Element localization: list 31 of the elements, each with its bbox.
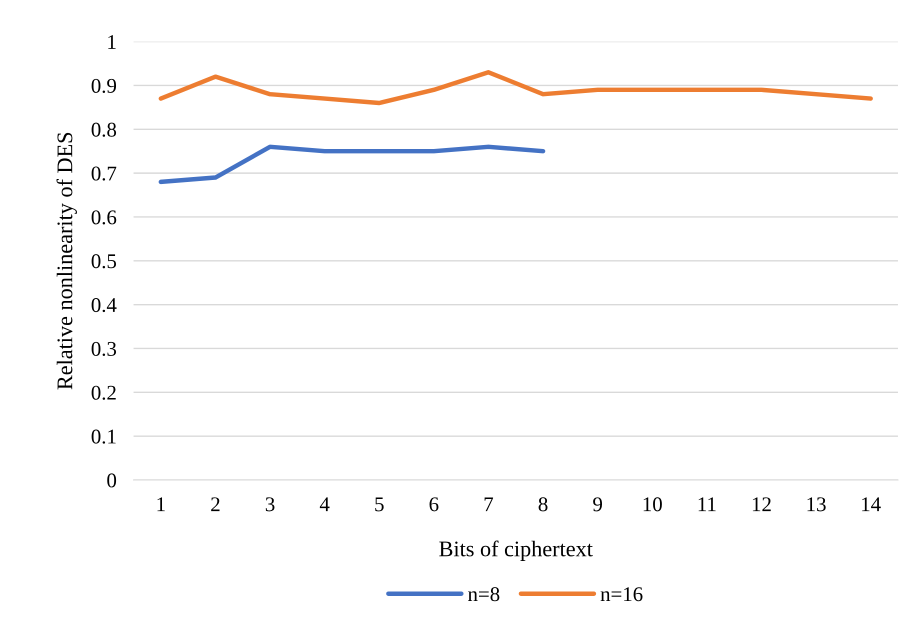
y-tick-label: 0.7	[92, 166, 116, 181]
y-tick-label: 0.5	[92, 254, 116, 268]
line-series	[158, 144, 546, 184]
y-tick-label: 0.1	[92, 430, 116, 444]
x-axis-title: Bits of ciphertext	[439, 540, 593, 561]
x-tick-label: 13	[807, 497, 826, 512]
x-tick-label: 2	[211, 497, 220, 512]
x-tick-label: 10	[644, 497, 662, 512]
y-tick-label: 0	[107, 473, 116, 488]
y-tick-label: 1	[108, 35, 116, 49]
x-tick-label: 5	[375, 497, 384, 512]
line-series	[158, 70, 873, 106]
x-tick-label: 12	[752, 497, 771, 512]
y-tick-label: 0.9	[92, 78, 116, 93]
y-tick-label: 0.2	[92, 386, 116, 400]
y-tick-label: 0.4	[92, 298, 117, 312]
x-tick-label: 1	[157, 497, 165, 512]
x-tick-label: 6	[430, 497, 438, 512]
legend-label: n=16	[600, 587, 643, 602]
x-tick-label: 3	[266, 497, 274, 512]
x-tick-label: 11	[698, 497, 716, 512]
y-tick-label: 0.6	[92, 210, 116, 224]
x-tick-label: 7	[484, 497, 494, 512]
x-tick-label: 4	[320, 497, 330, 512]
y-tick-label: 0.8	[92, 122, 116, 137]
x-tick-label: 9	[593, 497, 602, 512]
legend-label: n=8	[468, 587, 500, 602]
x-tick-label: 8	[538, 497, 548, 512]
y-axis-title: Relative nonlinearity of DES	[56, 132, 77, 390]
x-tick-label: 14	[862, 497, 881, 512]
y-tick-label: 0.3	[92, 342, 116, 356]
